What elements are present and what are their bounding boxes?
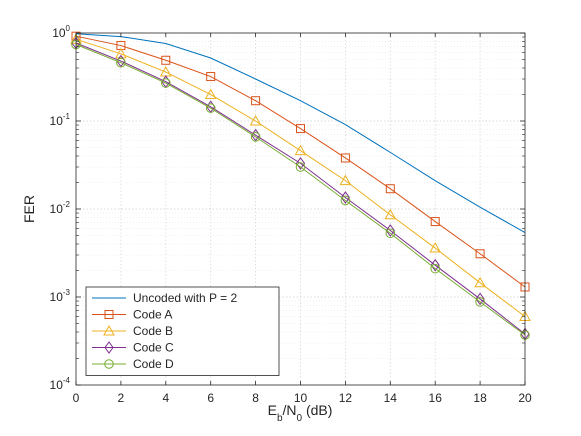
- series-line: [75, 44, 526, 336]
- data-point: [296, 124, 305, 134]
- legend-label: Code A: [133, 308, 172, 322]
- x-tick-label: 18: [473, 391, 487, 405]
- x-axis-label-sub2: 0: [297, 413, 303, 424]
- data-point: [204, 88, 217, 100]
- data-point: [385, 224, 395, 237]
- legend-item-0: Uncoded with P = 2: [92, 291, 238, 305]
- legend-item-3: Code C: [92, 341, 174, 355]
- x-axis-label-main: E: [268, 402, 277, 418]
- data-point: [339, 174, 352, 186]
- data-point: [385, 184, 395, 194]
- y-axis-label: FER: [21, 195, 37, 223]
- y-tick-label: 10-1: [50, 112, 71, 128]
- series-layer: [70, 31, 531, 341]
- legend-label: Code D: [133, 357, 174, 371]
- legend-marker: [104, 359, 114, 369]
- data-point: [115, 47, 127, 59]
- data-point: [340, 191, 351, 204]
- x-tick-label: 2: [118, 391, 125, 405]
- legend-item-4: Code D: [92, 357, 174, 371]
- x-tick-label: 12: [339, 391, 353, 405]
- data-point: [294, 144, 307, 156]
- data-point: [430, 258, 440, 272]
- series-1: [71, 31, 530, 292]
- series-line: [75, 38, 526, 317]
- data-point: [206, 72, 216, 82]
- data-point: [429, 242, 442, 253]
- data-point: [340, 153, 350, 163]
- data-point: [250, 132, 261, 142]
- legend-label: Uncoded with P = 2: [133, 291, 238, 305]
- x-tick-label: 0: [73, 391, 80, 405]
- legend-label: Code C: [133, 341, 174, 355]
- series-line: [75, 33, 526, 233]
- y-tick-label: 10-2: [50, 200, 71, 216]
- data-point: [475, 297, 485, 307]
- data-point: [161, 78, 171, 88]
- data-point: [161, 55, 171, 65]
- data-point: [249, 114, 262, 126]
- x-axis-label-tail: (dB): [302, 402, 332, 418]
- plot-area: [75, 32, 526, 386]
- data-point: [430, 217, 440, 227]
- x-axis-label: Eb/N0 (dB): [268, 402, 333, 424]
- data-point: [430, 263, 441, 274]
- data-point: [295, 162, 306, 172]
- x-tick-label: 6: [207, 391, 214, 405]
- x-axis-label-mid: /N: [283, 402, 297, 418]
- series-2: [70, 33, 531, 322]
- x-tick-label: 14: [384, 391, 398, 405]
- x-tick-label: 8: [252, 391, 259, 405]
- series-0: [75, 33, 526, 233]
- x-tick-label: 16: [429, 391, 443, 405]
- x-tick-label: 10: [294, 391, 308, 405]
- legend-item-2: Code B: [92, 324, 173, 338]
- x-axis-label-sub1: b: [277, 413, 283, 424]
- data-point: [205, 103, 216, 113]
- series-line: [75, 35, 526, 288]
- tick-layer: 0 2 4 6 8 10 12 14 16 18 20 10-4 10-3 10-2 10-1 100: [50, 24, 532, 405]
- data-point: [385, 228, 396, 239]
- legend: Uncoded with P = 2 Code A Code B Code C Code…: [85, 286, 280, 376]
- data-point: [295, 157, 306, 170]
- legend-label: Code B: [133, 324, 173, 338]
- legend-marker: [103, 324, 115, 336]
- y-tick-label: 10-4: [50, 376, 71, 392]
- data-point: [474, 276, 486, 288]
- data-point: [384, 208, 397, 220]
- data-point: [475, 249, 485, 259]
- series-line: [75, 42, 526, 335]
- data-point: [251, 96, 261, 106]
- data-point: [475, 292, 485, 306]
- legend-marker: [104, 341, 114, 354]
- x-tick-label: 20: [518, 391, 532, 405]
- y-tick-label: 10-3: [50, 288, 71, 304]
- legend-item-1: Code A: [92, 308, 172, 322]
- legend-marker: [104, 310, 114, 319]
- y-tick-label: 100: [52, 24, 70, 40]
- data-point: [340, 195, 351, 206]
- x-tick-label: 4: [162, 391, 169, 405]
- data-point: [116, 57, 126, 68]
